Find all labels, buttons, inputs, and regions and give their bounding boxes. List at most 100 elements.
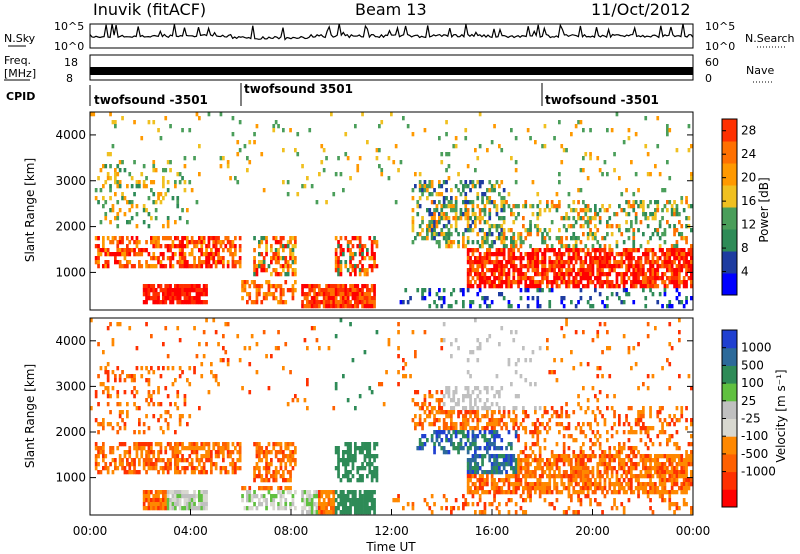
heatmap-cell: [447, 216, 451, 221]
heatmap-cell: [574, 330, 578, 335]
heatmap-cell: [570, 458, 573, 463]
heatmap-cell: [265, 466, 268, 471]
heatmap-cell: [246, 300, 249, 305]
heatmap-cell: [505, 454, 508, 459]
heatmap-cell: [462, 406, 465, 411]
heatmap-cell: [284, 478, 288, 483]
heatmap-cell: [337, 462, 340, 467]
heatmap-cell: [589, 446, 592, 451]
heatmap-cell: [618, 264, 621, 269]
heatmap-cell: [370, 256, 374, 261]
heatmap-cell: [346, 296, 350, 301]
heatmap-cell: [109, 422, 112, 427]
heatmap-cell: [310, 184, 314, 189]
heatmap-cell: [598, 264, 602, 269]
heatmap-cell: [601, 256, 604, 261]
heatmap-cell: [486, 276, 489, 281]
heatmap-cell: [106, 466, 110, 471]
heatmap-cell: [258, 502, 261, 507]
heatmap-cell: [543, 208, 547, 213]
heatmap-cell: [147, 494, 151, 499]
heatmap-cell: [270, 292, 273, 297]
heatmap-cell: [594, 490, 597, 495]
heatmap-cell: [440, 208, 444, 213]
heatmap-cell: [241, 486, 244, 491]
heatmap-cell: [606, 252, 609, 257]
heatmap-cell: [154, 466, 158, 471]
heatmap-cell: [361, 462, 364, 467]
heatmap-cell: [133, 160, 136, 165]
heatmap-cell: [548, 260, 552, 265]
heatmap-cell: [493, 394, 496, 399]
heatmap-cell: [361, 304, 364, 309]
heatmap-cell: [450, 414, 453, 419]
heatmap-cell: [286, 454, 290, 459]
heatmap-cell: [176, 462, 180, 467]
heatmap-cell: [212, 442, 216, 447]
heatmap-cell: [116, 172, 120, 177]
heatmap-cell: [505, 446, 508, 451]
heatmap-cell: [589, 256, 592, 261]
heatmap-cell: [646, 172, 650, 177]
heatmap-cell: [270, 450, 273, 455]
heatmap-cell: [510, 244, 513, 249]
heatmap-cell: [190, 442, 194, 447]
heatmap-cell: [459, 288, 463, 293]
heatmap-cell: [536, 280, 540, 285]
heatmap-cell: [318, 284, 321, 289]
heatmap-cell: [495, 374, 499, 379]
heatmap-cell: [344, 458, 348, 463]
heatmap-cell: [634, 462, 638, 467]
heatmap-cell: [176, 390, 180, 395]
heatmap-cell: [560, 160, 564, 165]
heatmap-cell: [414, 402, 417, 407]
heatmap-cell: [265, 498, 268, 503]
heatmap-cell: [217, 236, 220, 241]
heatmap-cell: [632, 474, 636, 479]
heatmap-cell: [248, 490, 252, 495]
heatmap-cell: [606, 260, 609, 265]
heatmap-cell: [354, 124, 357, 129]
heatmap-cell: [514, 430, 518, 435]
heatmap-cell: [423, 288, 427, 293]
heatmap-cell: [452, 406, 456, 411]
heatmap-cell: [423, 410, 427, 415]
heatmap-cell: [339, 510, 343, 515]
heatmap-cell: [637, 280, 640, 285]
heatmap-cell: [584, 494, 588, 499]
heatmap-cell: [584, 474, 588, 479]
heatmap-cell: [135, 212, 139, 217]
heatmap-cell: [555, 272, 559, 277]
heatmap-cell: [102, 236, 105, 241]
heatmap-cell: [474, 268, 477, 273]
heatmap-cell: [411, 398, 415, 403]
heatmap-cell: [310, 296, 314, 301]
heatmap-cell: [493, 224, 496, 229]
heatmap-cell: [423, 188, 427, 193]
heatmap-cell: [430, 192, 434, 197]
heatmap-cell: [366, 446, 369, 451]
heatmap-cell: [332, 494, 336, 499]
heatmap-cell: [550, 406, 554, 411]
heatmap-cell: [214, 240, 218, 245]
heatmap-cell: [126, 200, 129, 205]
heatmap-cell: [164, 168, 168, 173]
heatmap-cell: [454, 216, 458, 221]
heatmap-cell: [610, 434, 614, 439]
heatmap-cell: [118, 240, 122, 245]
heatmap-cell: [157, 260, 160, 265]
heatmap-cell: [639, 410, 643, 415]
heatmap-cell: [210, 256, 213, 261]
heatmap-cell: [169, 244, 172, 249]
heatmap-cell: [586, 398, 590, 403]
heatmap-cell: [601, 458, 604, 463]
heatmap-cell: [166, 292, 170, 297]
heatmap-cell: [610, 128, 614, 133]
heatmap-cell: [358, 300, 362, 305]
heatmap-cell: [553, 358, 556, 363]
heatmap-cell: [610, 506, 614, 511]
heatmap-cell: [322, 300, 326, 305]
heatmap-cell: [128, 466, 132, 471]
heatmap-cell: [512, 338, 516, 343]
heatmap-cell: [198, 462, 201, 467]
